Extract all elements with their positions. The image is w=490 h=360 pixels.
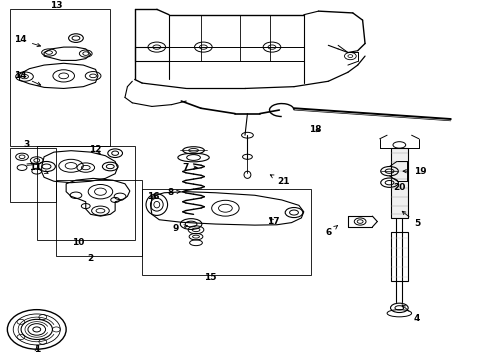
Text: 14: 14 bbox=[14, 71, 41, 85]
Text: 11: 11 bbox=[29, 163, 48, 174]
Text: 20: 20 bbox=[393, 183, 406, 192]
Text: 3: 3 bbox=[24, 140, 30, 149]
Bar bbox=[142, 189, 311, 275]
Text: 4: 4 bbox=[402, 305, 420, 323]
Text: 19: 19 bbox=[403, 167, 427, 176]
Text: 9: 9 bbox=[172, 224, 188, 233]
Text: 5: 5 bbox=[402, 211, 420, 228]
Text: 7: 7 bbox=[182, 163, 197, 172]
Text: 18: 18 bbox=[309, 125, 321, 134]
Bar bbox=[37, 146, 135, 239]
Bar bbox=[10, 148, 56, 202]
Text: 8: 8 bbox=[168, 188, 180, 197]
Text: 2: 2 bbox=[88, 254, 94, 263]
Text: 17: 17 bbox=[267, 217, 280, 226]
Bar bbox=[56, 180, 142, 256]
Bar bbox=[391, 232, 408, 281]
Text: 13: 13 bbox=[50, 1, 63, 10]
Text: 16: 16 bbox=[147, 192, 160, 201]
Text: 12: 12 bbox=[89, 145, 102, 154]
Text: 21: 21 bbox=[270, 175, 290, 186]
Text: 14: 14 bbox=[14, 35, 41, 47]
Bar bbox=[10, 9, 110, 146]
Text: 15: 15 bbox=[204, 274, 217, 283]
Text: 1: 1 bbox=[34, 346, 40, 355]
Text: 10: 10 bbox=[72, 238, 85, 247]
Text: 6: 6 bbox=[326, 226, 338, 237]
Bar bbox=[391, 148, 408, 218]
